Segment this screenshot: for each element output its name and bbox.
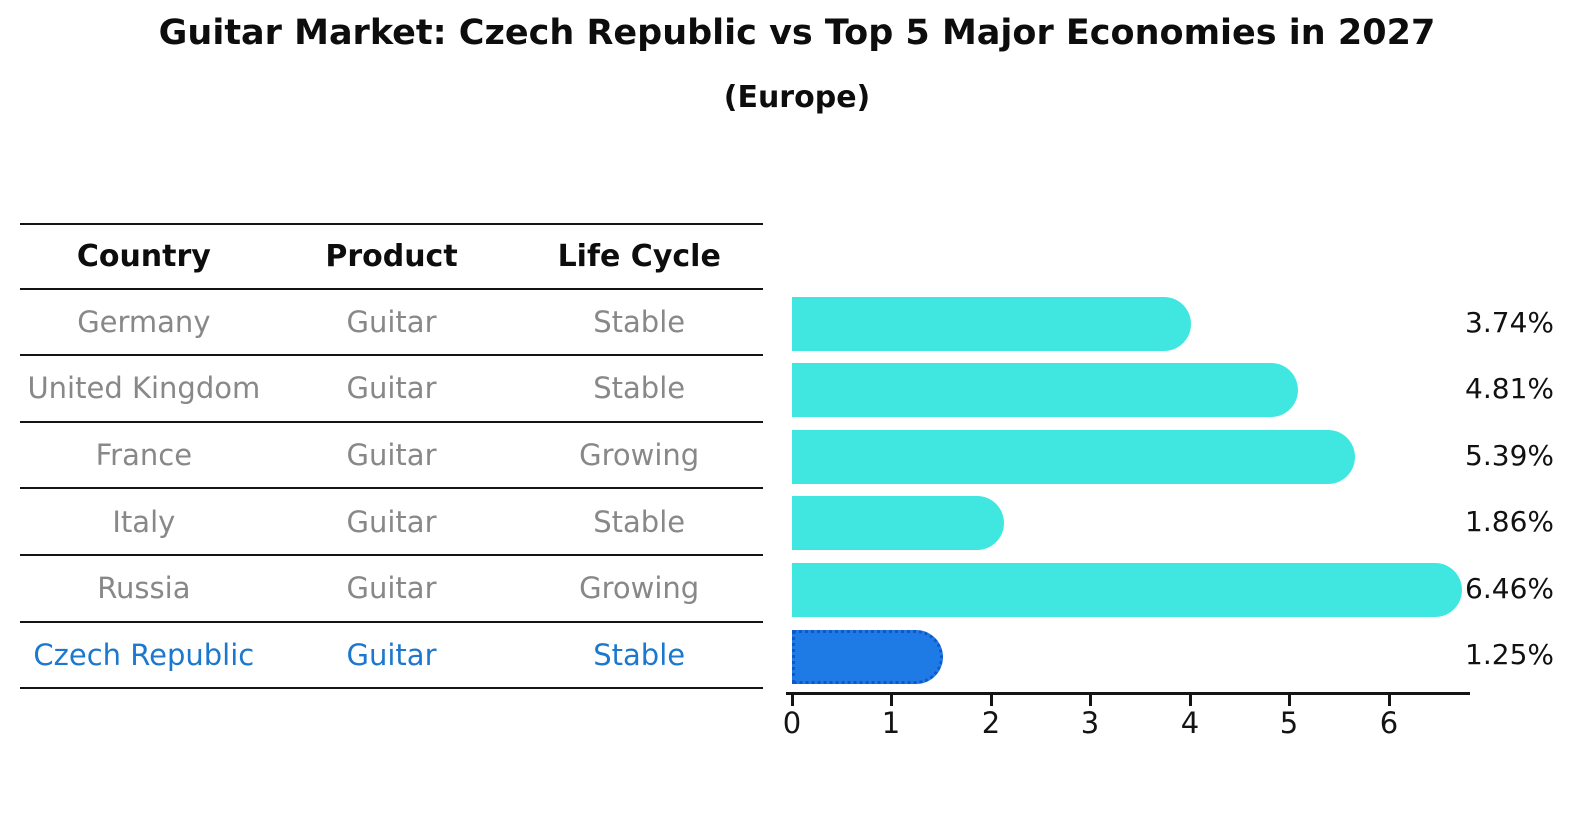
- value-label-united-kingdom: 4.81%: [1465, 372, 1554, 405]
- bar-france: [792, 429, 1356, 484]
- product-cell: Guitar: [346, 438, 437, 473]
- bar-united-kingdom: [792, 363, 1298, 418]
- x-axis-tick-label: 2: [981, 706, 1001, 740]
- value-label-czech-republic: 1.25%: [1465, 638, 1554, 671]
- x-axis-tick: [1089, 694, 1092, 706]
- x-axis-line: [786, 692, 1470, 695]
- x-axis-tick-label: 3: [1080, 706, 1100, 740]
- life-cycle-cell: Growing: [579, 438, 700, 473]
- column-header-country: Country: [76, 238, 211, 274]
- country-cell: Germany: [77, 304, 211, 339]
- life-cycle-cell: Stable: [593, 371, 686, 406]
- product-cell: Guitar: [346, 571, 437, 606]
- table-row-russia: Russia Guitar Growing: [20, 556, 763, 623]
- product-cell: Guitar: [346, 371, 437, 406]
- bar-russia: [792, 563, 1462, 617]
- x-axis-tick-label: 6: [1379, 706, 1399, 740]
- country-cell: Italy: [112, 504, 176, 539]
- x-axis-tick: [890, 694, 893, 706]
- chart-title: Guitar Market: Czech Republic vs Top 5 M…: [158, 13, 1436, 53]
- x-axis-tick: [1288, 694, 1291, 706]
- life-cycle-cell: Growing: [579, 571, 700, 606]
- country-cell: France: [95, 438, 193, 473]
- value-label-france: 5.39%: [1465, 439, 1554, 472]
- product-cell: Guitar: [346, 504, 437, 539]
- table-row-italy: Italy Guitar Stable: [20, 489, 763, 556]
- country-cell: Russia: [97, 571, 191, 606]
- bar-italy: [792, 496, 1005, 551]
- x-axis-tick-label: 0: [782, 706, 802, 740]
- x-axis-tick-label: 4: [1180, 706, 1200, 740]
- x-axis-tick: [1188, 694, 1192, 706]
- country-cell: United Kingdom: [27, 371, 261, 406]
- product-cell: Guitar: [346, 304, 437, 339]
- column-header-life-cycle: Life Cycle: [557, 238, 721, 274]
- x-axis-tick: [989, 694, 993, 706]
- table-row-france: France Guitar Growing: [20, 423, 763, 490]
- x-axis-tick-label: 1: [881, 706, 901, 740]
- table-row-germany: Germany Guitar Stable: [20, 290, 763, 357]
- x-axis-tick: [1387, 694, 1391, 706]
- x-axis-tick-label: 5: [1279, 706, 1299, 740]
- life-cycle-cell: Stable: [593, 304, 686, 339]
- value-label-germany: 3.74%: [1465, 306, 1554, 339]
- country-table: Country Product Life Cycle Germany Guita…: [20, 223, 763, 690]
- country-cell: Czech Republic: [33, 637, 255, 672]
- life-cycle-cell: Stable: [593, 504, 686, 539]
- bar-germany: [792, 296, 1192, 351]
- table-row-united-kingdom: United Kingdom Guitar Stable: [20, 356, 763, 423]
- value-label-russia: 6.46%: [1465, 572, 1554, 605]
- bar-czech-republic-highlighted: [792, 629, 944, 684]
- chart-subtitle: (Europe): [723, 80, 871, 115]
- column-header-product: Product: [325, 238, 458, 274]
- x-axis-tick: [790, 694, 794, 706]
- table-header-row: Country Product Life Cycle: [20, 223, 763, 290]
- product-cell: Guitar: [346, 637, 437, 672]
- life-cycle-cell: Stable: [593, 637, 686, 672]
- value-label-italy: 1.86%: [1465, 505, 1554, 538]
- table-row-czech-republic: Czech Republic Guitar Stable: [20, 623, 763, 690]
